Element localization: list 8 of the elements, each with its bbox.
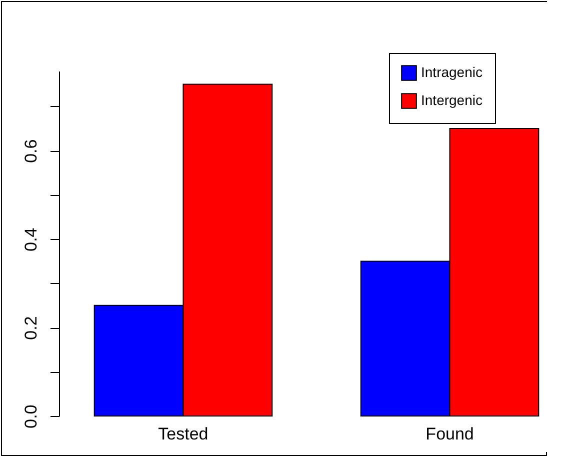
y-tick-label: 0.6 <box>22 139 40 163</box>
legend-label: Intragenic <box>421 64 482 80</box>
y-tick-label: 0.2 <box>22 316 40 340</box>
x-tick-label: Found <box>426 424 474 444</box>
y-tick-label: 0.4 <box>22 228 40 252</box>
x-tick-label: Tested <box>158 424 208 444</box>
legend-label: Intergenic <box>421 92 482 108</box>
y-tick-label: 0.0 <box>22 404 40 428</box>
